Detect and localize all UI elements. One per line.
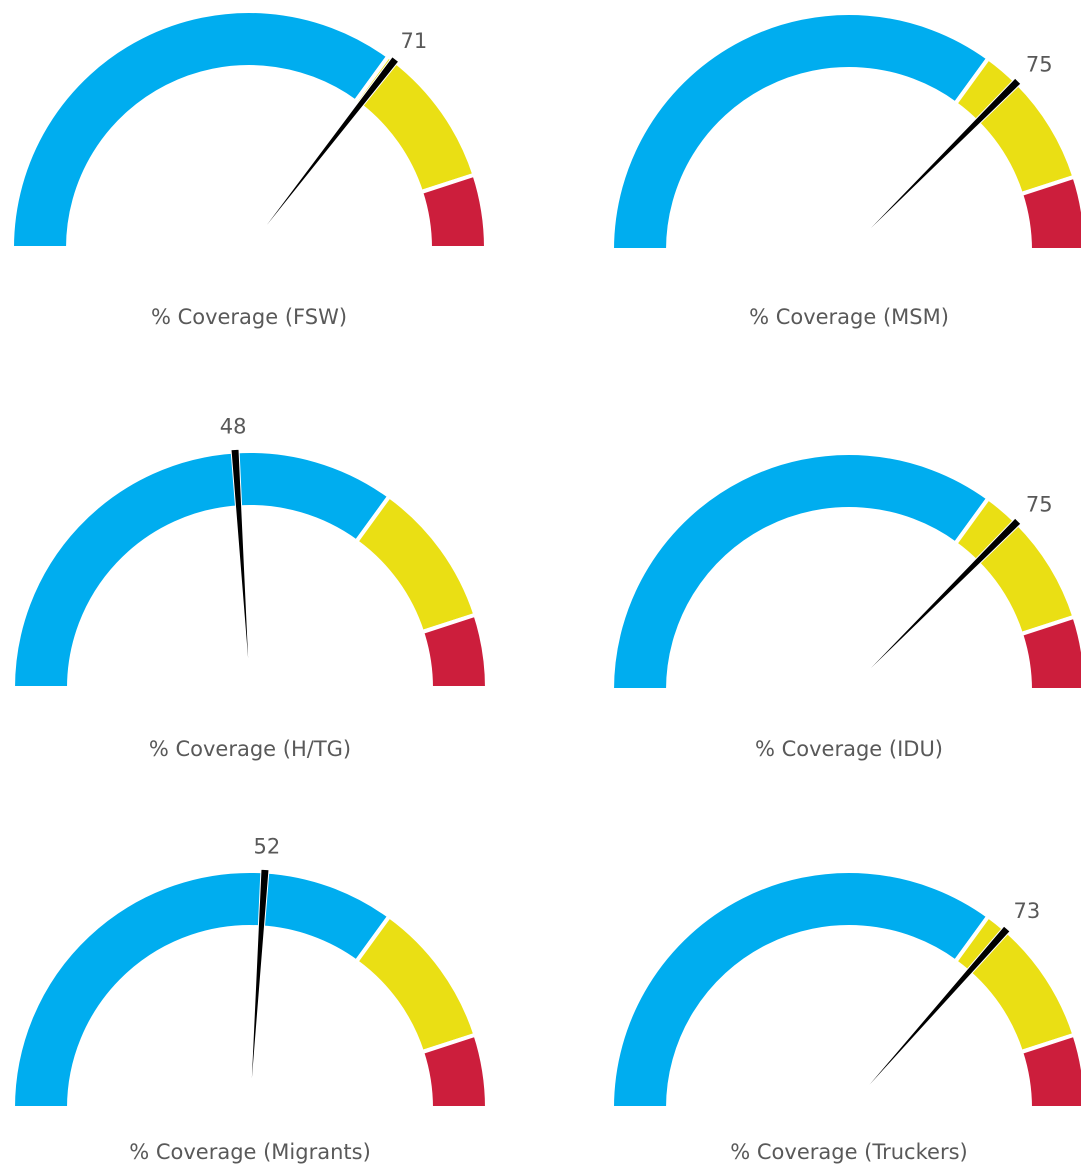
gauge: 75 % Coverage (MSM): [609, 11, 1081, 329]
gauge-needle: [249, 868, 270, 1109]
gauge-band: [353, 913, 478, 1055]
gauge-title: % Coverage (Migrants): [129, 1140, 371, 1164]
gauge-band: [418, 172, 489, 250]
gauge: 52 % Coverage (Migrants): [10, 835, 490, 1164]
gauge-band: [419, 612, 490, 690]
gauge-band: [609, 11, 992, 252]
gauge: 75 % Coverage (IDU): [609, 451, 1081, 761]
gauge-needle: [248, 55, 400, 249]
gauge-title: % Coverage (FSW): [151, 305, 347, 329]
gauge-needle: [848, 517, 1022, 691]
gauge-needle: [230, 448, 251, 689]
gauge-needle: [848, 77, 1022, 251]
gauge-value-label: 52: [254, 835, 281, 859]
gauge-band: [10, 869, 268, 1110]
gauge-band: [609, 869, 992, 1110]
gauge-band: [419, 1032, 490, 1110]
gauge-band: [9, 9, 392, 250]
gauge-value-label: 48: [220, 415, 247, 439]
gauge-value-label: 75: [1026, 52, 1053, 76]
gauge: 48 % Coverage (H/TG): [10, 415, 490, 761]
gauge-title: % Coverage (MSM): [749, 305, 949, 329]
gauge-title: % Coverage (Truckers): [730, 1140, 967, 1164]
gauge: 73 % Coverage (Truckers): [609, 869, 1081, 1164]
gauge-title: % Coverage (IDU): [755, 737, 943, 761]
gauge-title: % Coverage (H/TG): [149, 737, 351, 761]
gauge-value-label: 75: [1026, 492, 1053, 516]
gauge-band: [609, 451, 992, 692]
gauge: 71 % Coverage (FSW): [9, 9, 489, 329]
gauge-needle: [848, 925, 1011, 1109]
gauge-value-label: 71: [401, 29, 428, 53]
gauge-band: [10, 449, 241, 690]
gauge-band: [353, 493, 478, 635]
gauge-value-label: 73: [1014, 899, 1041, 923]
